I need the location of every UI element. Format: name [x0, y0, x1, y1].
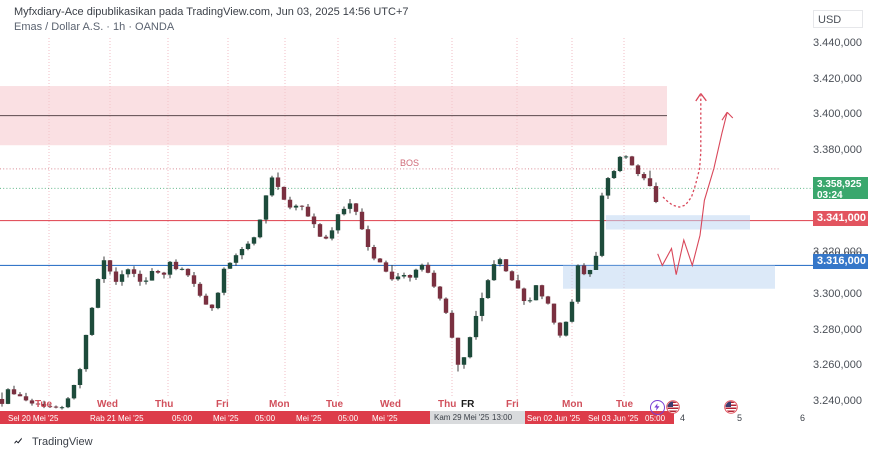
- svg-text:BOS: BOS: [400, 158, 419, 168]
